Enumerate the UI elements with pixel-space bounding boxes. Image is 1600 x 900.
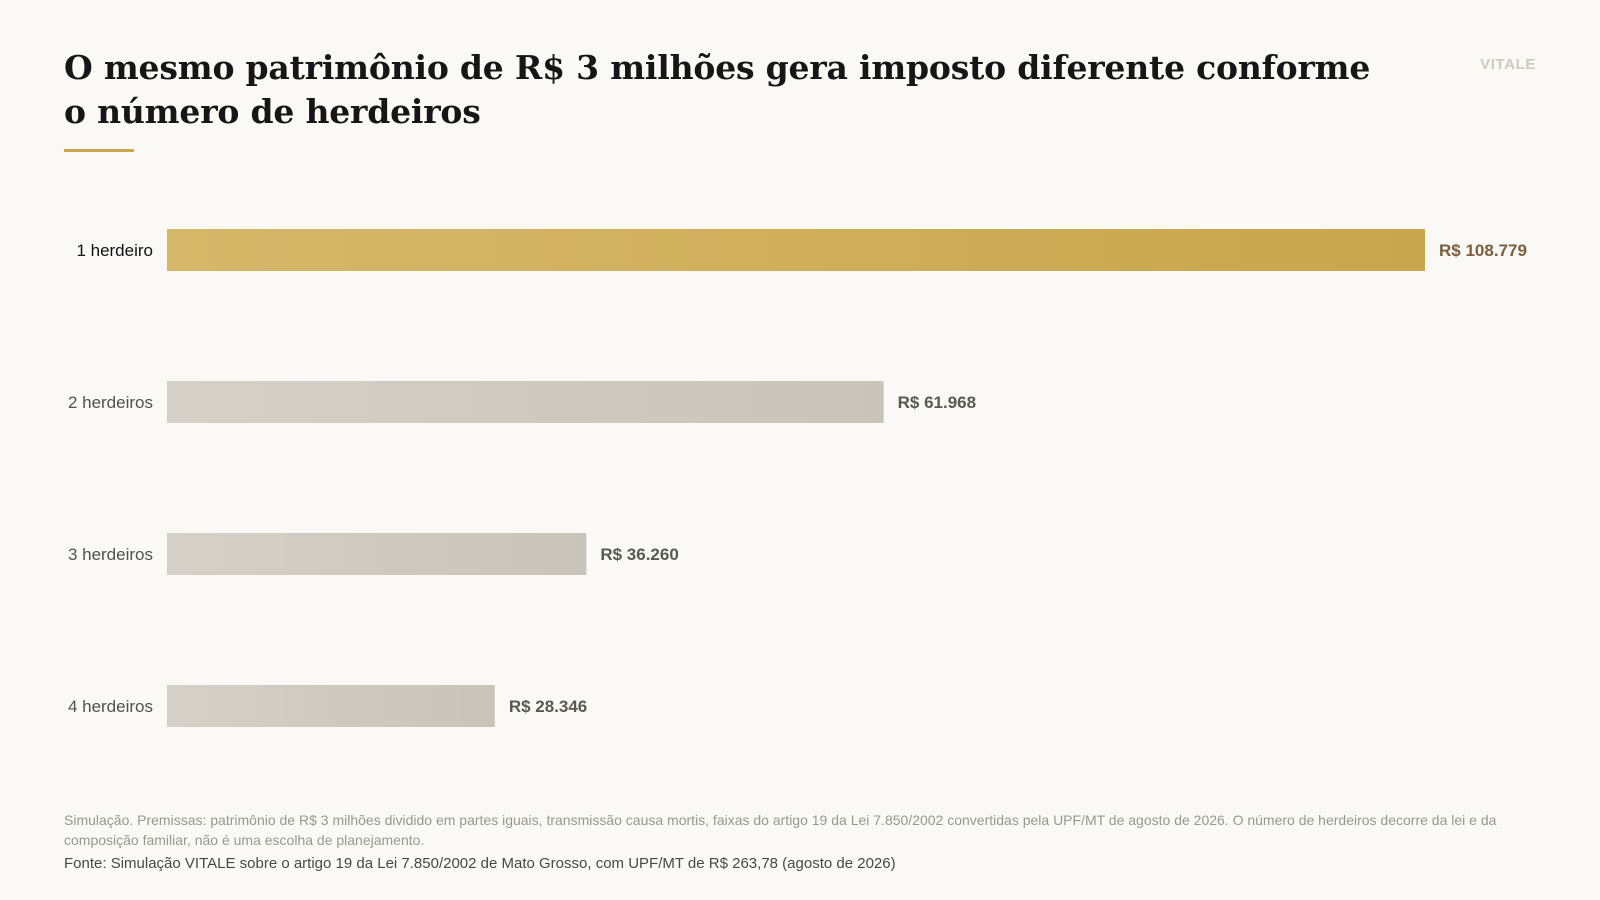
bar-3 bbox=[167, 533, 587, 575]
category-label-1: 1 herdeiro bbox=[76, 241, 153, 260]
bar-2 bbox=[167, 381, 884, 423]
value-label-1: R$ 108.779 bbox=[1439, 241, 1527, 260]
category-label-4: 4 herdeiros bbox=[68, 697, 153, 716]
bar-1 bbox=[167, 229, 1425, 271]
value-label-3: R$ 36.260 bbox=[600, 545, 678, 564]
bars-group: 1 herdeiro R$ 108.779 2 herdeiros R$ 61.968… bbox=[68, 229, 1527, 727]
chart-title: O mesmo patrimônio de R$ 3 milhões gera … bbox=[64, 48, 1371, 131]
bar-4 bbox=[167, 685, 495, 727]
brand-logo-text: VITALE bbox=[1480, 56, 1536, 73]
title-underline bbox=[64, 149, 134, 152]
value-label-4: R$ 28.346 bbox=[509, 697, 587, 716]
category-label-2: 2 herdeiros bbox=[68, 393, 153, 412]
bar-chart: 1 herdeiro R$ 108.779 2 herdeiros R$ 61.968… bbox=[68, 229, 1527, 727]
methodology-note: Simulação. Premissas: patrimônio de R$ 3… bbox=[64, 812, 1497, 848]
source-note: Fonte: Simulação VITALE sobre o artigo 1… bbox=[64, 855, 896, 872]
category-label-3: 3 herdeiros bbox=[68, 545, 153, 564]
value-label-2: R$ 61.968 bbox=[898, 393, 976, 412]
